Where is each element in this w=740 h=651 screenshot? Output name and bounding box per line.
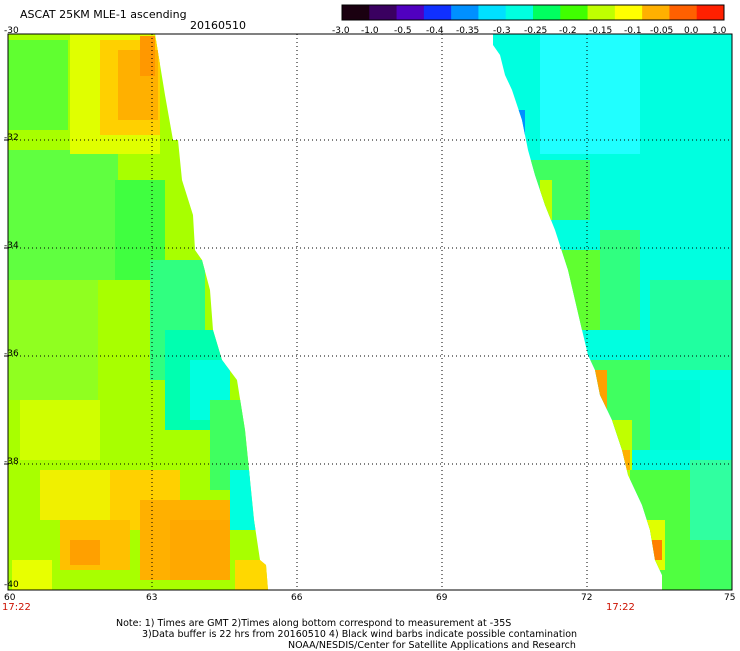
colorbar-label: 0.0 (684, 26, 699, 36)
colorbar-label: -1.0 (361, 26, 379, 36)
lon-label: 75 (724, 593, 736, 603)
colorbar-block (587, 5, 616, 20)
map-date: 20160510 (190, 19, 246, 32)
colorbar-block (423, 5, 452, 20)
colorbar-label: -0.5 (394, 26, 412, 36)
colorbar-block (505, 5, 534, 20)
note-line-2: 3)Data buffer is 22 hrs from 20160510 4)… (142, 629, 578, 640)
colorbar-block (669, 5, 698, 20)
colorbar-label: -0.2 (559, 26, 577, 36)
lat-label: -40 (4, 580, 19, 590)
lat-label: -30 (4, 26, 19, 36)
lon-label: 72 (581, 593, 593, 603)
note-line-3: NOAA/NESDIS/Center for Satellite Applica… (288, 640, 576, 651)
note-line-1: Note: 1) Times are GMT 2)Times along bot… (116, 618, 512, 629)
colorbar-label: 1.0 (712, 26, 727, 36)
lat-label: -38 (4, 457, 19, 467)
colorbar-block (342, 5, 370, 20)
lat-gridlines (8, 139, 732, 465)
colorbar-label: -0.3 (493, 26, 511, 36)
lon-label: 63 (146, 593, 158, 603)
lon-gridlines (151, 34, 588, 590)
colorbar-block (478, 5, 507, 20)
colorbar-block (642, 5, 670, 20)
colorbar-block (560, 5, 589, 20)
colorbar (341, 4, 725, 21)
lon-label: 69 (436, 593, 448, 603)
colorbar-label: -0.4 (426, 26, 444, 36)
colorbar-label: -0.35 (456, 26, 480, 36)
colorbar-block (396, 5, 425, 20)
pass-time-left: 17:22 (2, 602, 31, 613)
lat-label: -36 (4, 349, 19, 359)
left-swath (8, 34, 268, 590)
colorbar-block (369, 5, 398, 20)
lon-label: 66 (291, 593, 303, 603)
colorbar-block (614, 5, 643, 20)
colorbar-block (451, 5, 479, 20)
colorbar-label: -0.05 (650, 26, 674, 36)
lat-label: -32 (4, 133, 19, 143)
colorbar-label: -0.1 (624, 26, 642, 36)
colorbar-block (696, 5, 725, 20)
colorbar-block (533, 5, 561, 20)
colorbar-label: -3.0 (332, 26, 350, 36)
lat-label: -34 (4, 241, 19, 251)
right-swath (493, 34, 732, 590)
map-title: ASCAT 25KM MLE-1 ascending (20, 8, 187, 21)
colorbar-label: -0.15 (589, 26, 613, 36)
lon-label: 60 (4, 593, 16, 603)
pass-time-right: 17:22 (606, 602, 635, 613)
colorbar-label: -0.25 (524, 26, 548, 36)
